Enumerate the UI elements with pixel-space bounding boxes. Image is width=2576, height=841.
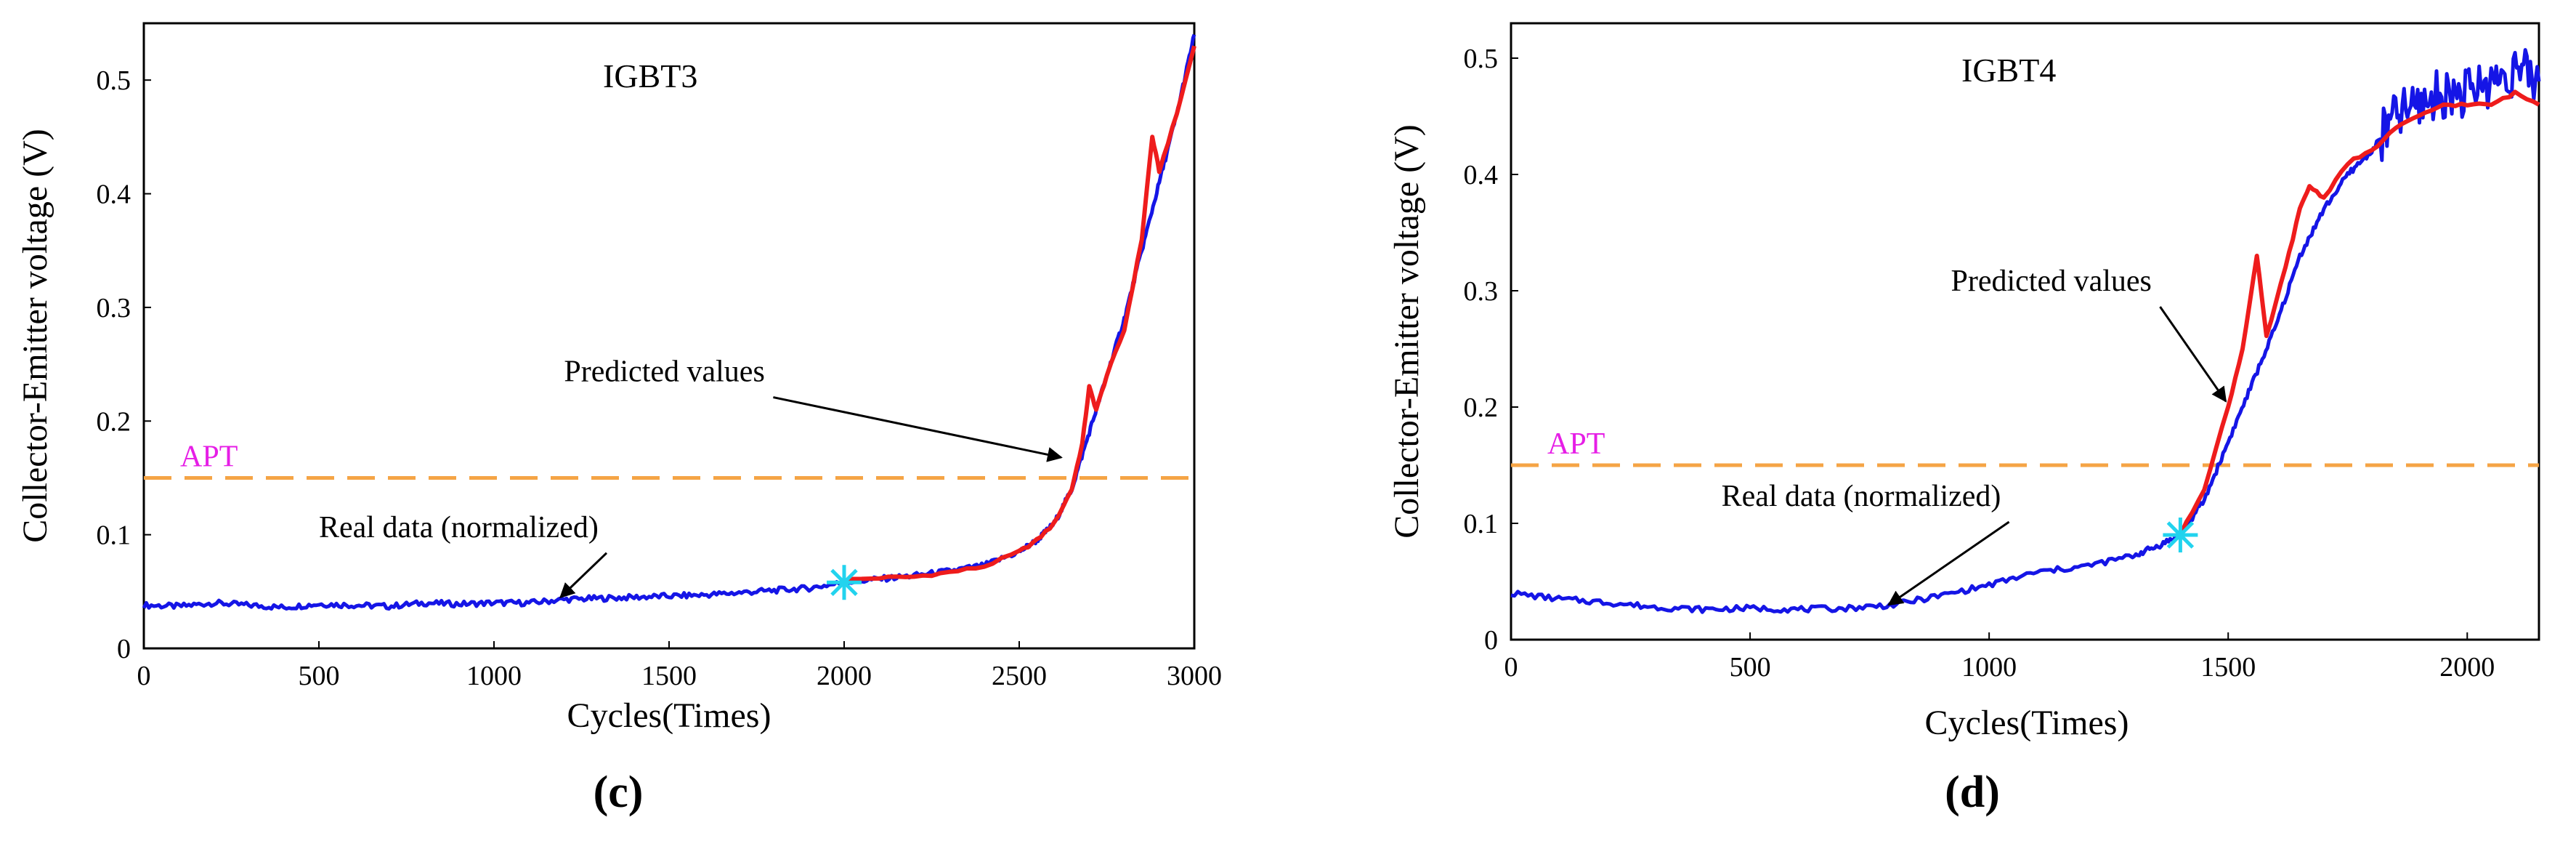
prediction-start-marker — [827, 565, 862, 600]
annotation-label: Real data (normalized) — [1722, 480, 2001, 513]
y-axis-label: Collector-Emitter voltage (V) — [1388, 124, 1426, 539]
y-tick-label: 0.5 — [1464, 44, 1499, 74]
panel-label: (c) — [594, 768, 644, 817]
annotation-label: Predicted values — [564, 355, 764, 389]
x-tick-label: 500 — [1730, 652, 1771, 683]
x-axis-label: Cycles(Times) — [1925, 704, 2129, 742]
chart-igbt3: APT Predicted values Real data (normalized… — [16, 22, 1222, 817]
chart-title: IGBT3 — [603, 57, 697, 94]
marker-stroke — [2166, 521, 2195, 549]
x-tick-label: 1000 — [466, 661, 522, 691]
predicted-line — [2178, 89, 2540, 536]
predicted-line — [843, 45, 1196, 584]
annotation-arrow — [559, 552, 608, 599]
y-tick-label: 0.5 — [97, 65, 131, 96]
real-data-line — [1510, 48, 2541, 614]
y-tick-label: 0.2 — [1464, 393, 1499, 423]
y-tick-label: 0.4 — [97, 180, 131, 210]
panel-label: (d) — [1945, 768, 2000, 817]
chart-igbt4: APT Predicted values Real data (normalized… — [1388, 22, 2541, 817]
x-tick-label: 1500 — [641, 661, 697, 691]
y-tick-label: 0.4 — [1464, 160, 1499, 190]
x-tick-label: 3000 — [1167, 661, 1222, 691]
x-tick-label: 0 — [137, 661, 151, 691]
annotation-arrow — [1887, 520, 2010, 606]
annotation-arrow — [773, 396, 1063, 462]
prediction-start-marker — [2163, 518, 2198, 552]
x-tick-label: 1500 — [2200, 652, 2256, 683]
x-tick-label: 2000 — [817, 661, 872, 691]
y-tick-label: 0.3 — [97, 293, 131, 323]
x-axis-label: Cycles(Times) — [567, 696, 771, 735]
annotation-arrow — [2159, 306, 2227, 403]
x-tick-label: 1000 — [1961, 652, 2017, 683]
x-tick-label: 500 — [299, 661, 340, 691]
apt-label: APT — [1547, 427, 1605, 461]
plot-frame — [1510, 22, 2540, 641]
x-tick-label: 2000 — [2439, 652, 2495, 683]
annotation-label: Predicted values — [1951, 265, 2151, 298]
real-data-line — [142, 33, 1196, 611]
apt-label: APT — [180, 440, 238, 473]
plot-frame — [142, 22, 1196, 650]
y-tick-label: 0 — [1484, 625, 1498, 656]
annotation-label: Real data (normalized) — [319, 511, 599, 544]
marker-stroke — [830, 568, 858, 597]
y-tick-label: 0 — [117, 634, 131, 664]
y-tick-label: 0.1 — [1464, 509, 1499, 539]
chart-title: IGBT4 — [1961, 52, 2056, 89]
x-tick-label: 2500 — [992, 661, 1047, 691]
y-tick-label: 0.2 — [97, 406, 131, 437]
x-tick-label: 0 — [1504, 652, 1518, 683]
y-tick-label: 0.1 — [97, 520, 131, 551]
y-tick-label: 0.3 — [1464, 276, 1499, 307]
y-axis-label: Collector-Emitter voltage (V) — [16, 129, 54, 543]
